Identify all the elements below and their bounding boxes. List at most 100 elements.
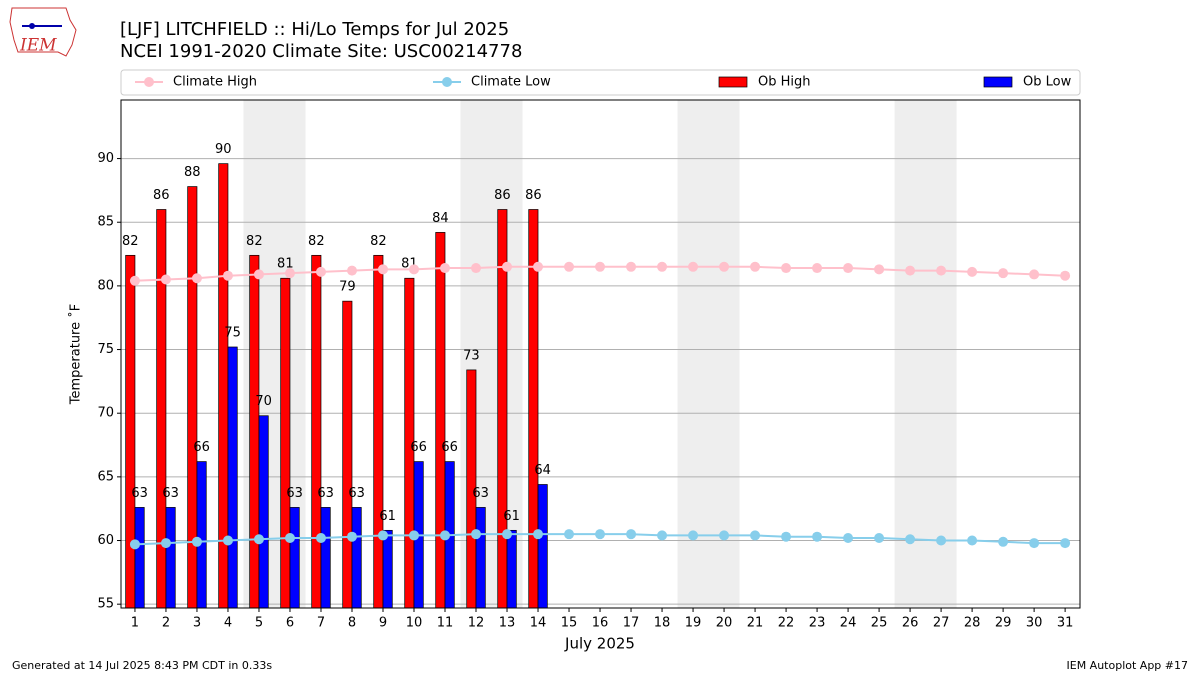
bar (289, 507, 300, 609)
bar (537, 484, 548, 609)
climate-point (160, 274, 171, 285)
x-tick-label: 11 (437, 616, 454, 631)
climate-point (160, 538, 171, 549)
bar-label: 81 (277, 257, 294, 272)
climate-point (284, 532, 295, 543)
climate-point (967, 535, 978, 546)
climate-point (626, 261, 637, 272)
climate-point (346, 265, 357, 276)
bar-label: 66 (193, 440, 210, 455)
climate-point (346, 531, 357, 542)
y-tick-label: 80 (97, 278, 114, 293)
legend-swatch (983, 76, 1013, 88)
climate-point (222, 535, 233, 546)
x-tick-label: 10 (406, 616, 423, 631)
climate-point (471, 529, 482, 540)
logo-icon (29, 23, 35, 29)
x-tick-label: 14 (530, 616, 547, 631)
climate-point (843, 263, 854, 274)
y-tick-label: 65 (97, 469, 114, 484)
legend-label: Ob Low (1023, 75, 1072, 90)
climate-point (191, 273, 202, 284)
footer-right: IEM Autoplot App #17 (1067, 659, 1189, 672)
x-tick-label: 9 (379, 616, 387, 631)
chart-subtitle: NCEI 1991-2020 Climate Site: USC00214778 (120, 41, 522, 62)
climate-point (377, 264, 388, 275)
x-tick-label: 31 (1057, 616, 1074, 631)
legend-label: Ob High (758, 75, 811, 90)
x-tick-label: 26 (902, 616, 919, 631)
climate-point (936, 265, 947, 276)
climate-point (998, 268, 1009, 279)
weekend-span (894, 100, 957, 608)
logo-outline (9, 7, 77, 57)
bar-label: 88 (184, 165, 201, 180)
chart-title: [LJF] LITCHFIELD :: Hi/Lo Temps for Jul … (120, 19, 509, 40)
bar-label: 86 (525, 188, 542, 203)
climate-point (657, 261, 668, 272)
bar-label: 61 (379, 509, 396, 524)
bar (165, 507, 176, 609)
x-tick-label: 7 (317, 616, 325, 631)
climate-point (750, 261, 761, 272)
x-tick-label: 8 (348, 616, 356, 631)
bar (373, 254, 384, 609)
climate-point (750, 530, 761, 541)
climate-point (377, 530, 388, 541)
x-tick-label: 12 (468, 616, 485, 631)
footer-left: Generated at 14 Jul 2025 8:43 PM CDT in … (12, 659, 272, 672)
climate-point (1060, 270, 1071, 281)
climate-point (843, 532, 854, 543)
bar (435, 232, 446, 609)
bar-label: 64 (534, 463, 551, 478)
bar (125, 254, 136, 609)
climate-point (129, 275, 140, 286)
climate-point (284, 268, 295, 279)
legend-swatch (442, 77, 452, 87)
x-tick-label: 2 (162, 616, 170, 631)
bar-label: 63 (472, 486, 489, 501)
bar-label: 86 (494, 188, 511, 203)
climate-point (905, 265, 916, 276)
y-tick-label: 85 (97, 215, 114, 230)
x-tick-label: 19 (685, 616, 702, 631)
x-tick-label: 20 (716, 616, 733, 631)
x-tick-label: 24 (840, 616, 857, 631)
climate-point (564, 529, 575, 540)
bar (249, 254, 260, 609)
climate-point (595, 529, 606, 540)
climate-point (253, 269, 264, 280)
bar-label: 70 (255, 394, 272, 409)
climate-point (564, 261, 575, 272)
legend-box (120, 69, 1081, 96)
x-tick-label: 18 (654, 616, 671, 631)
y-tick-label: 60 (97, 533, 114, 548)
y-tick-label: 55 (97, 597, 114, 612)
climate-point (812, 263, 823, 274)
climate-point (812, 531, 823, 542)
x-tick-label: 25 (871, 616, 888, 631)
weekend-span (677, 100, 740, 608)
climate-point (626, 529, 637, 540)
x-tick-label: 6 (286, 616, 294, 631)
y-tick-label: 70 (97, 406, 114, 421)
bar (280, 277, 291, 609)
bar (134, 507, 145, 609)
bar-label: 82 (308, 234, 325, 249)
bar-label: 79 (339, 280, 356, 295)
bar-label: 66 (441, 440, 458, 455)
x-tick-label: 13 (499, 616, 516, 631)
bar-label: 61 (503, 509, 520, 524)
x-tick-label: 23 (809, 616, 826, 631)
climate-point (315, 266, 326, 277)
bar-label: 73 (463, 348, 480, 363)
bar (196, 461, 207, 609)
bar-label: 66 (410, 440, 427, 455)
climate-point (533, 529, 544, 540)
bar-label: 63 (317, 486, 334, 501)
bar (342, 300, 353, 609)
legend-swatch (718, 76, 748, 88)
bar (258, 415, 269, 609)
climate-point (533, 261, 544, 272)
